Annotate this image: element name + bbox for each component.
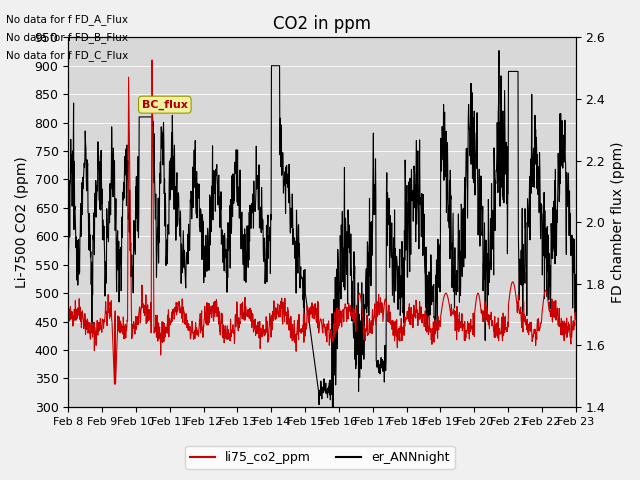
Text: No data for f FD_C_Flux: No data for f FD_C_Flux [6, 50, 129, 61]
Title: CO2 in ppm: CO2 in ppm [273, 15, 371, 33]
Y-axis label: Li-7500 CO2 (ppm): Li-7500 CO2 (ppm) [15, 156, 29, 288]
Legend: li75_co2_ppm, er_ANNnight: li75_co2_ppm, er_ANNnight [186, 446, 454, 469]
Y-axis label: FD chamber flux (ppm): FD chamber flux (ppm) [611, 141, 625, 303]
Text: BC_flux: BC_flux [142, 99, 188, 110]
Text: No data for f FD_A_Flux: No data for f FD_A_Flux [6, 13, 129, 24]
Text: No data for f FD_B_Flux: No data for f FD_B_Flux [6, 32, 129, 43]
